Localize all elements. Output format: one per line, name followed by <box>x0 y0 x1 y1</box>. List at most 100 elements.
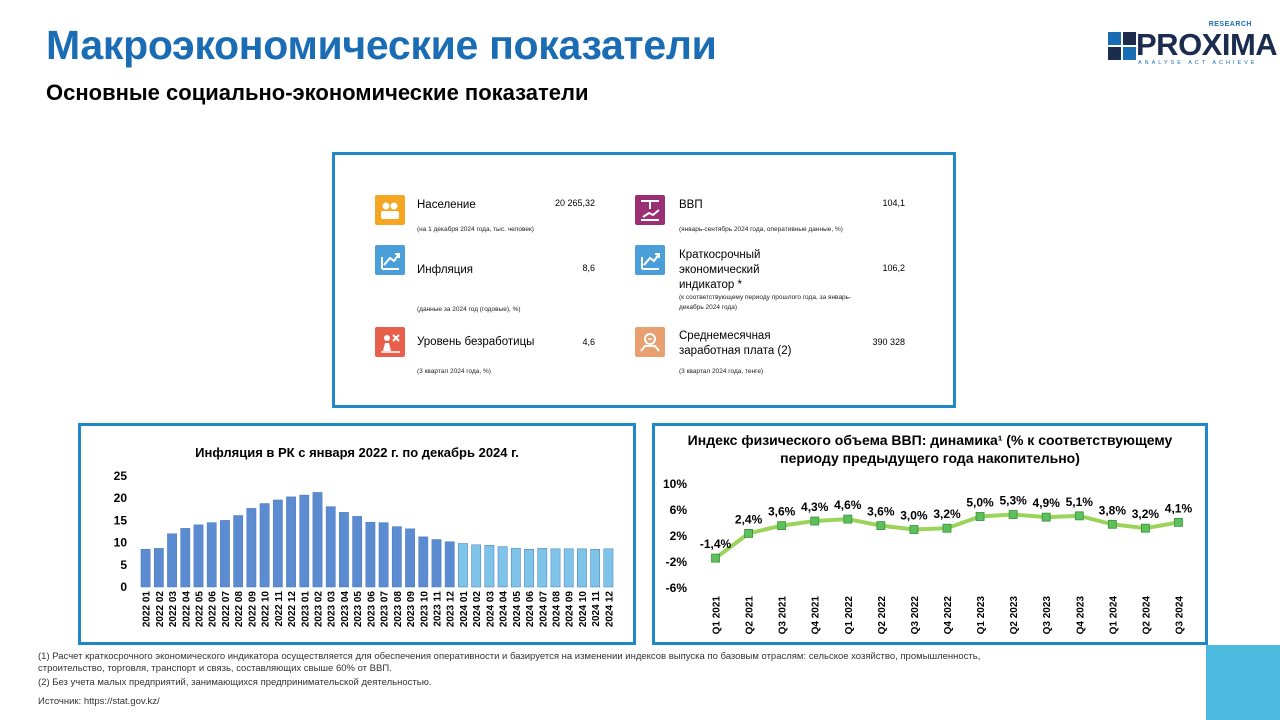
gdp-point <box>843 514 853 524</box>
logo-research: RESEARCH <box>1208 21 1252 28</box>
inflation-bar <box>510 548 521 588</box>
gdp-x-tick: Q1 2023 <box>976 596 987 635</box>
inflation-x-tick: 2022 05 <box>195 591 206 628</box>
inflation-x-tick: 2023 09 <box>406 591 417 628</box>
inflation-bar <box>444 541 455 588</box>
inflation-y-tick: 10 <box>114 536 128 550</box>
indicator-note-salary: (3 квартал 2024 года, тенге) <box>679 368 764 375</box>
proxima-logo-mark-icon <box>1108 32 1138 62</box>
inflation-bar <box>603 548 614 588</box>
inflation-bar <box>246 508 257 588</box>
inflation-bar <box>339 512 349 588</box>
indicator-note-short-term: (к соответствующему периоду прошлого год… <box>679 294 852 311</box>
inflation-y-tick: 0 <box>120 580 127 594</box>
inflation-x-tick: 2023 11 <box>433 591 444 627</box>
gdp-data-label: 3,0% <box>900 509 928 523</box>
inflation-bar <box>299 494 310 588</box>
gdp-point <box>1041 512 1051 522</box>
gdp-x-tick: Q1 2022 <box>844 596 855 635</box>
inflation-bar <box>590 549 601 588</box>
inflation-bar <box>220 520 230 588</box>
inflation-x-tick: 2022 04 <box>181 591 192 628</box>
inflation-bar <box>286 496 296 588</box>
gdp-point <box>810 516 820 526</box>
gdp-point <box>1107 519 1117 529</box>
logo-name: PROXIMA <box>1136 27 1278 62</box>
gdp-x-tick: Q1 2021 <box>712 596 723 635</box>
proxima-logo: PROXIMA RESEARCH ANALYSE ACT ACHIEVE <box>1108 21 1278 72</box>
inflation-x-tick: 2024 01 <box>459 591 470 628</box>
inflation-x-tick: 2023 07 <box>380 591 391 628</box>
indicator-note-gdp: (январь-сентябрь 2024 года, оперативные … <box>679 226 843 233</box>
gdp-data-label: 3,2% <box>933 507 961 521</box>
inflation-x-tick: 2023 04 <box>340 591 351 628</box>
gdp-y-tick: 10% <box>663 477 687 491</box>
inflation-bar <box>418 536 429 588</box>
inflation-bar <box>206 522 217 588</box>
inflation-x-tick: 2022 03 <box>168 591 179 628</box>
gdp-x-tick: Q4 2022 <box>943 596 954 635</box>
inflation-x-tick: 2022 07 <box>221 591 232 628</box>
gdp-data-label: 3,6% <box>867 505 895 519</box>
gdp-point <box>909 525 919 534</box>
corner-accent <box>1206 645 1280 720</box>
gdp-x-tick: Q4 2023 <box>1075 596 1086 635</box>
gdp-y-tick: 2% <box>670 529 688 543</box>
indicator-label-inflation: Инфляция <box>417 264 474 276</box>
gdp-point <box>1174 517 1183 527</box>
inflation-bar <box>471 544 482 588</box>
indicator-value-unemployment: 4,6 <box>582 337 595 347</box>
inflation-x-tick: 2022 08 <box>234 591 245 628</box>
inflation-x-tick: 2022 09 <box>247 591 258 628</box>
footnote-1: (1) Расчет краткосрочного экономического… <box>38 651 981 674</box>
gdp-data-label: 4,1% <box>1165 501 1193 515</box>
inflation-bar <box>497 546 508 588</box>
inflation-bar <box>167 533 177 588</box>
gdp-point <box>777 521 787 530</box>
gdp-x-tick: Q2 2021 <box>745 596 756 635</box>
inflation-bar <box>391 526 402 588</box>
gdp-point <box>975 512 985 521</box>
inflation-x-tick: 2023 06 <box>366 591 377 628</box>
gdp-y-tick: -2% <box>666 555 688 569</box>
gdp-point <box>1140 523 1150 533</box>
inflation-x-tick: 2022 01 <box>142 591 153 628</box>
gdp-data-label: -1,4% <box>700 537 732 551</box>
inflation-bar <box>325 506 336 588</box>
gdp-data-label: 5,1% <box>1066 495 1094 509</box>
inflation-bar <box>180 528 191 588</box>
inflation-bar <box>405 528 415 588</box>
inflation-bar <box>378 522 389 588</box>
inflation-bar <box>537 548 548 588</box>
gdp-point <box>1008 510 1018 519</box>
indicator-label-population: Население <box>417 199 476 211</box>
inflation-bar <box>484 545 495 588</box>
inflation-x-tick: 2022 11 <box>274 591 285 627</box>
inflation-x-tick: 2024 06 <box>525 591 536 628</box>
source-link[interactable]: Источник: https://stat.gov.kz/ <box>38 696 160 707</box>
inflation-x-tick: 2024 05 <box>512 591 523 628</box>
gdp-data-label: 4,9% <box>1033 496 1061 510</box>
gdp-data-label: 3,8% <box>1099 503 1127 517</box>
gdp-y-tick: 6% <box>670 503 688 517</box>
inflation-x-tick: 2023 08 <box>393 591 404 628</box>
inflation-x-tick: 2023 02 <box>314 591 325 628</box>
indicator-label-unemployment: Уровень безработицы <box>417 336 535 348</box>
indicator-value-salary: 390 328 <box>872 337 905 347</box>
gdp-x-tick: Q3 2022 <box>910 596 921 635</box>
gdp-data-label: 5,0% <box>966 496 994 510</box>
gdp-chart-panel: Индекс физического объема ВВП: динамика¹… <box>652 423 1208 645</box>
footnote-2: (2) Без учета малых предприятий, занимаю… <box>38 677 432 688</box>
page-subtitle: Основные социально-экономические показат… <box>46 80 589 105</box>
inflation-bar <box>153 548 164 588</box>
inflation-x-tick: 2024 10 <box>578 591 589 628</box>
gdp-point <box>711 553 720 563</box>
indicator-note-unemployment: (3 квартал 2024 года, %) <box>417 368 491 375</box>
logo-tagline: ANALYSE ACT ACHIEVE <box>1138 60 1258 66</box>
indicator-value-inflation: 8,6 <box>582 263 595 273</box>
inflation-bar <box>577 548 587 588</box>
inflation-x-tick: 2023 12 <box>446 591 457 628</box>
inflation-bar <box>352 516 363 588</box>
inflation-x-tick: 2023 01 <box>300 591 311 628</box>
